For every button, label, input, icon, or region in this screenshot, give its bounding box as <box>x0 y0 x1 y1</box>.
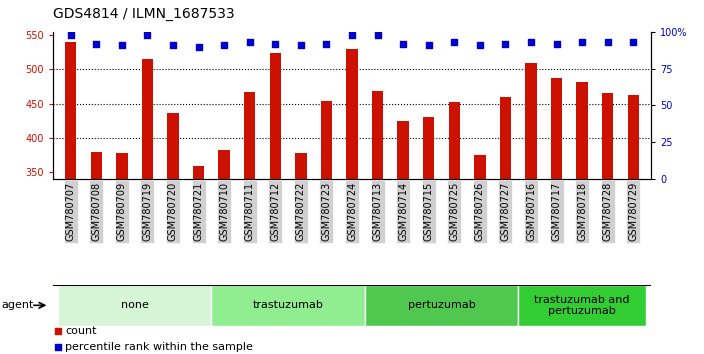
Text: trastuzumab and
pertuzumab: trastuzumab and pertuzumab <box>534 295 630 316</box>
Bar <box>91 152 102 354</box>
Point <box>168 42 179 48</box>
Bar <box>58 285 211 326</box>
Bar <box>193 166 204 354</box>
Bar <box>116 153 127 354</box>
Text: count: count <box>65 326 97 336</box>
Text: trastuzumab: trastuzumab <box>253 300 324 310</box>
Point <box>244 39 256 45</box>
Bar <box>518 285 646 326</box>
Text: agent: agent <box>1 300 34 310</box>
Bar <box>65 42 77 354</box>
Point <box>91 41 102 46</box>
Point <box>65 32 76 38</box>
Point <box>474 42 486 48</box>
Bar <box>346 49 358 354</box>
Point <box>346 32 358 38</box>
Bar <box>218 150 230 354</box>
Bar <box>423 117 434 354</box>
Point <box>321 41 332 46</box>
Point <box>551 41 562 46</box>
Point <box>398 41 409 46</box>
Text: pertuzumab: pertuzumab <box>408 300 475 310</box>
Point <box>577 39 588 45</box>
Bar <box>602 93 613 354</box>
Text: none: none <box>120 300 149 310</box>
Bar <box>627 95 639 354</box>
Bar <box>397 121 409 354</box>
Point <box>116 42 127 48</box>
Bar <box>244 92 256 354</box>
Point <box>193 44 204 50</box>
Bar <box>211 285 365 326</box>
Bar <box>295 153 307 354</box>
Bar <box>365 285 518 326</box>
Point <box>218 42 230 48</box>
Bar <box>321 101 332 354</box>
Point <box>142 32 153 38</box>
Bar <box>577 82 588 354</box>
Point <box>602 39 613 45</box>
Bar <box>500 97 511 354</box>
Bar <box>168 113 179 354</box>
Point <box>270 41 281 46</box>
Bar <box>142 58 153 354</box>
Point <box>500 41 511 46</box>
Point <box>423 42 434 48</box>
Point <box>525 39 536 45</box>
Point <box>628 39 639 45</box>
Point <box>448 39 460 45</box>
Point <box>372 32 383 38</box>
Bar <box>448 102 460 354</box>
Bar <box>525 63 536 354</box>
Bar <box>372 91 383 354</box>
Bar <box>474 155 486 354</box>
Text: GDS4814 / ILMN_1687533: GDS4814 / ILMN_1687533 <box>53 7 234 21</box>
Bar <box>270 53 281 354</box>
Text: percentile rank within the sample: percentile rank within the sample <box>65 342 253 352</box>
Point <box>295 42 306 48</box>
Bar <box>551 78 562 354</box>
